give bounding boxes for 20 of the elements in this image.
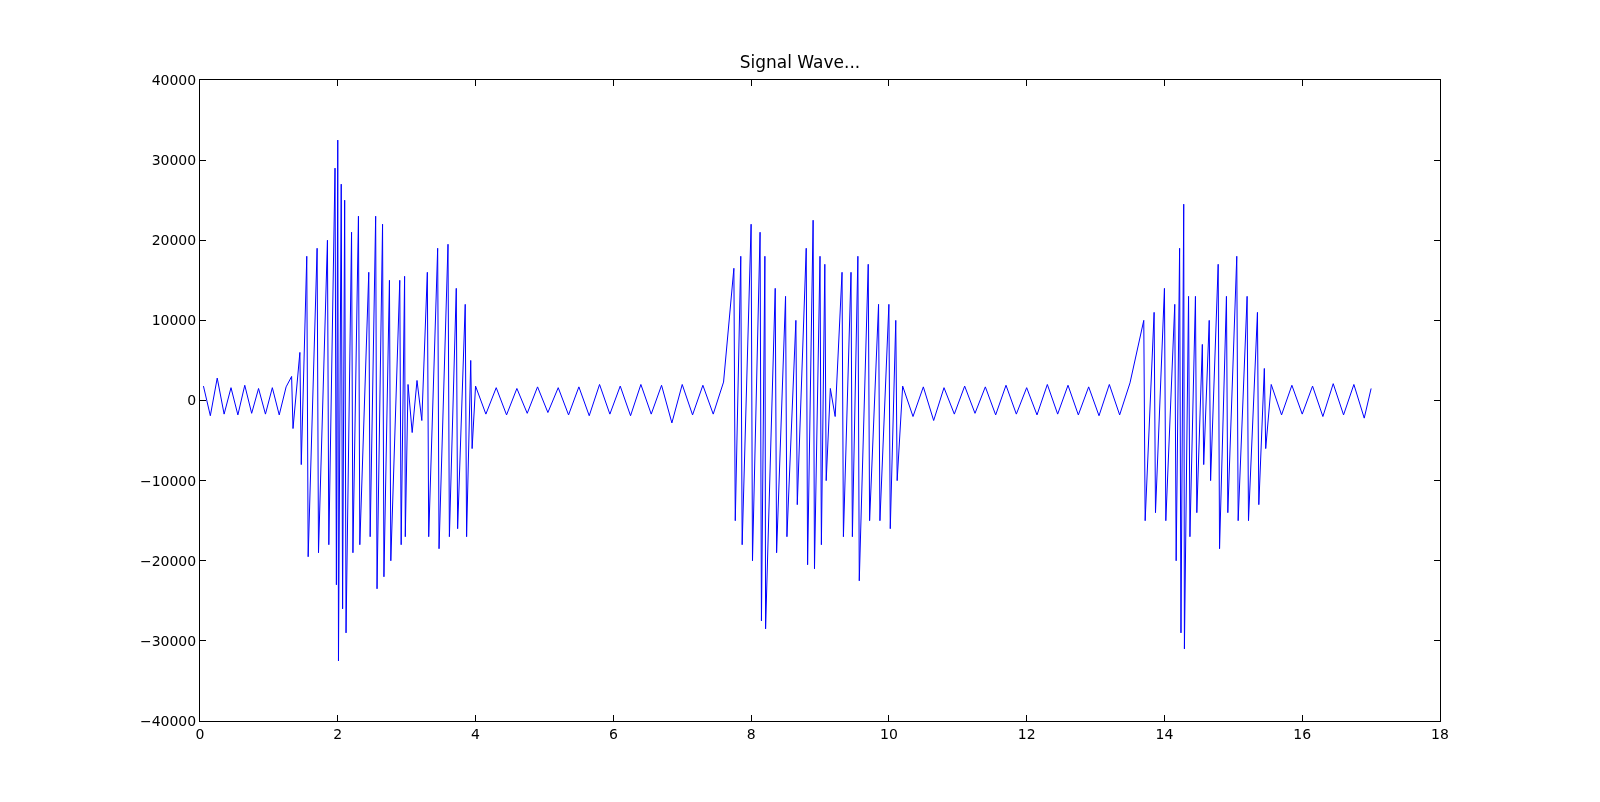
x-tick-label: 18 bbox=[1431, 725, 1449, 742]
x-tick-label: 2 bbox=[333, 725, 343, 742]
x-tick-label: 10 bbox=[879, 725, 898, 742]
y-tick-label: 40000 bbox=[151, 71, 197, 88]
x-tick-label: 6 bbox=[608, 725, 618, 742]
y-tick-label: 30000 bbox=[151, 152, 197, 169]
x-tick-label: 16 bbox=[1293, 725, 1312, 742]
x-tick-label: 12 bbox=[1017, 725, 1036, 742]
y-tick-label: −20000 bbox=[139, 552, 197, 569]
y-tick-label: 10000 bbox=[151, 312, 197, 329]
y-tick-label: 0 bbox=[187, 392, 197, 409]
y-tick-label: −10000 bbox=[139, 472, 197, 489]
line-series bbox=[202, 139, 1372, 662]
x-tick-label: 4 bbox=[471, 725, 481, 742]
chart-title: Signal Wave... bbox=[739, 52, 861, 72]
y-tick-label: −30000 bbox=[139, 632, 197, 649]
y-tick-label: 20000 bbox=[151, 232, 197, 249]
x-tick-label: 14 bbox=[1155, 725, 1174, 742]
y-tick-label: −40000 bbox=[139, 712, 197, 729]
x-tick-label: 8 bbox=[746, 725, 756, 742]
